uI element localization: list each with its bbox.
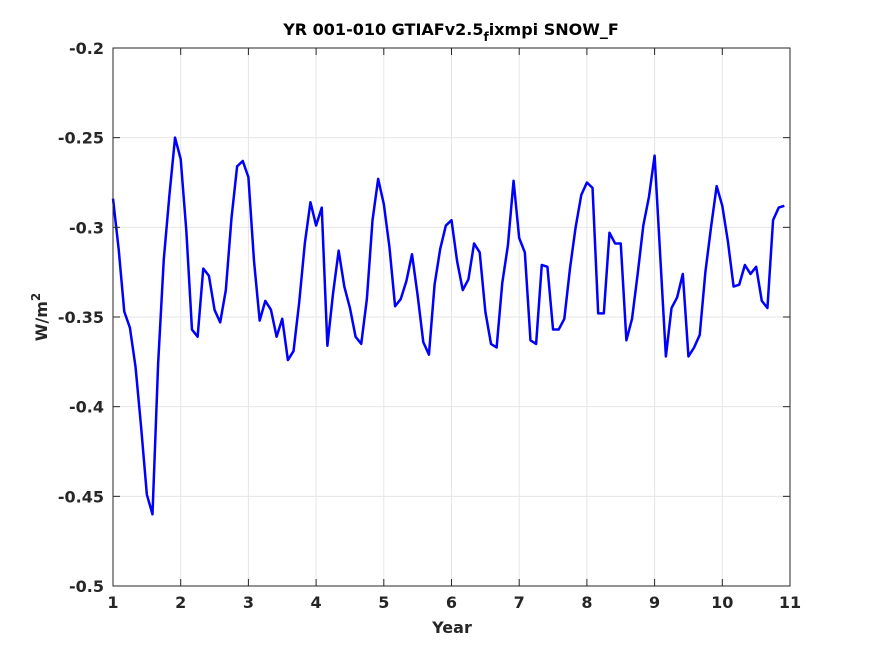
x-tick-label: 9 <box>649 593 660 612</box>
ticks <box>112 47 791 587</box>
x-tick-label: 3 <box>243 593 254 612</box>
x-tick-label: 8 <box>581 593 592 612</box>
x-tick-label: 2 <box>175 593 186 612</box>
x-tick-label: 10 <box>711 593 733 612</box>
x-tick-label: 6 <box>446 593 457 612</box>
y-axis-label: W/m2 <box>29 293 51 342</box>
series-line <box>111 136 785 516</box>
x-tick-label: 7 <box>514 593 525 612</box>
y-tick-label: -0.5 <box>69 577 104 596</box>
x-tick-label: 11 <box>779 593 801 612</box>
chart-title: YR 001-010 GTIAFv2.5fixmpi SNOW_F <box>282 20 619 44</box>
y-tick-label: -0.3 <box>69 218 104 237</box>
y-axis-label-superscript: 2 <box>29 293 43 301</box>
chart-title-main: YR 001-010 GTIAFv2.5 <box>282 20 483 39</box>
y-tick-label: -0.4 <box>69 398 104 417</box>
chart-title-rest: ixmpi SNOW_F <box>489 20 619 39</box>
y-tick-label: -0.35 <box>58 308 104 327</box>
x-tick-labels: 1 2 3 4 5 6 7 8 9 10 11 <box>107 593 801 612</box>
chart-title-subscript: f <box>483 30 489 44</box>
x-tick-label: 5 <box>378 593 389 612</box>
y-tick-label: -0.45 <box>58 487 104 506</box>
y-axis-label-base: W/m <box>32 301 51 341</box>
y-tick-label: -0.2 <box>69 39 104 58</box>
series-group <box>111 136 785 516</box>
x-tick-label: 4 <box>311 593 322 612</box>
x-axis-label: Year <box>431 618 472 637</box>
y-tick-labels: -0.5 -0.45 -0.4 -0.35 -0.3 -0.25 -0.2 <box>58 39 104 596</box>
x-tick-label: 1 <box>107 593 118 612</box>
y-tick-label: -0.25 <box>58 129 104 148</box>
